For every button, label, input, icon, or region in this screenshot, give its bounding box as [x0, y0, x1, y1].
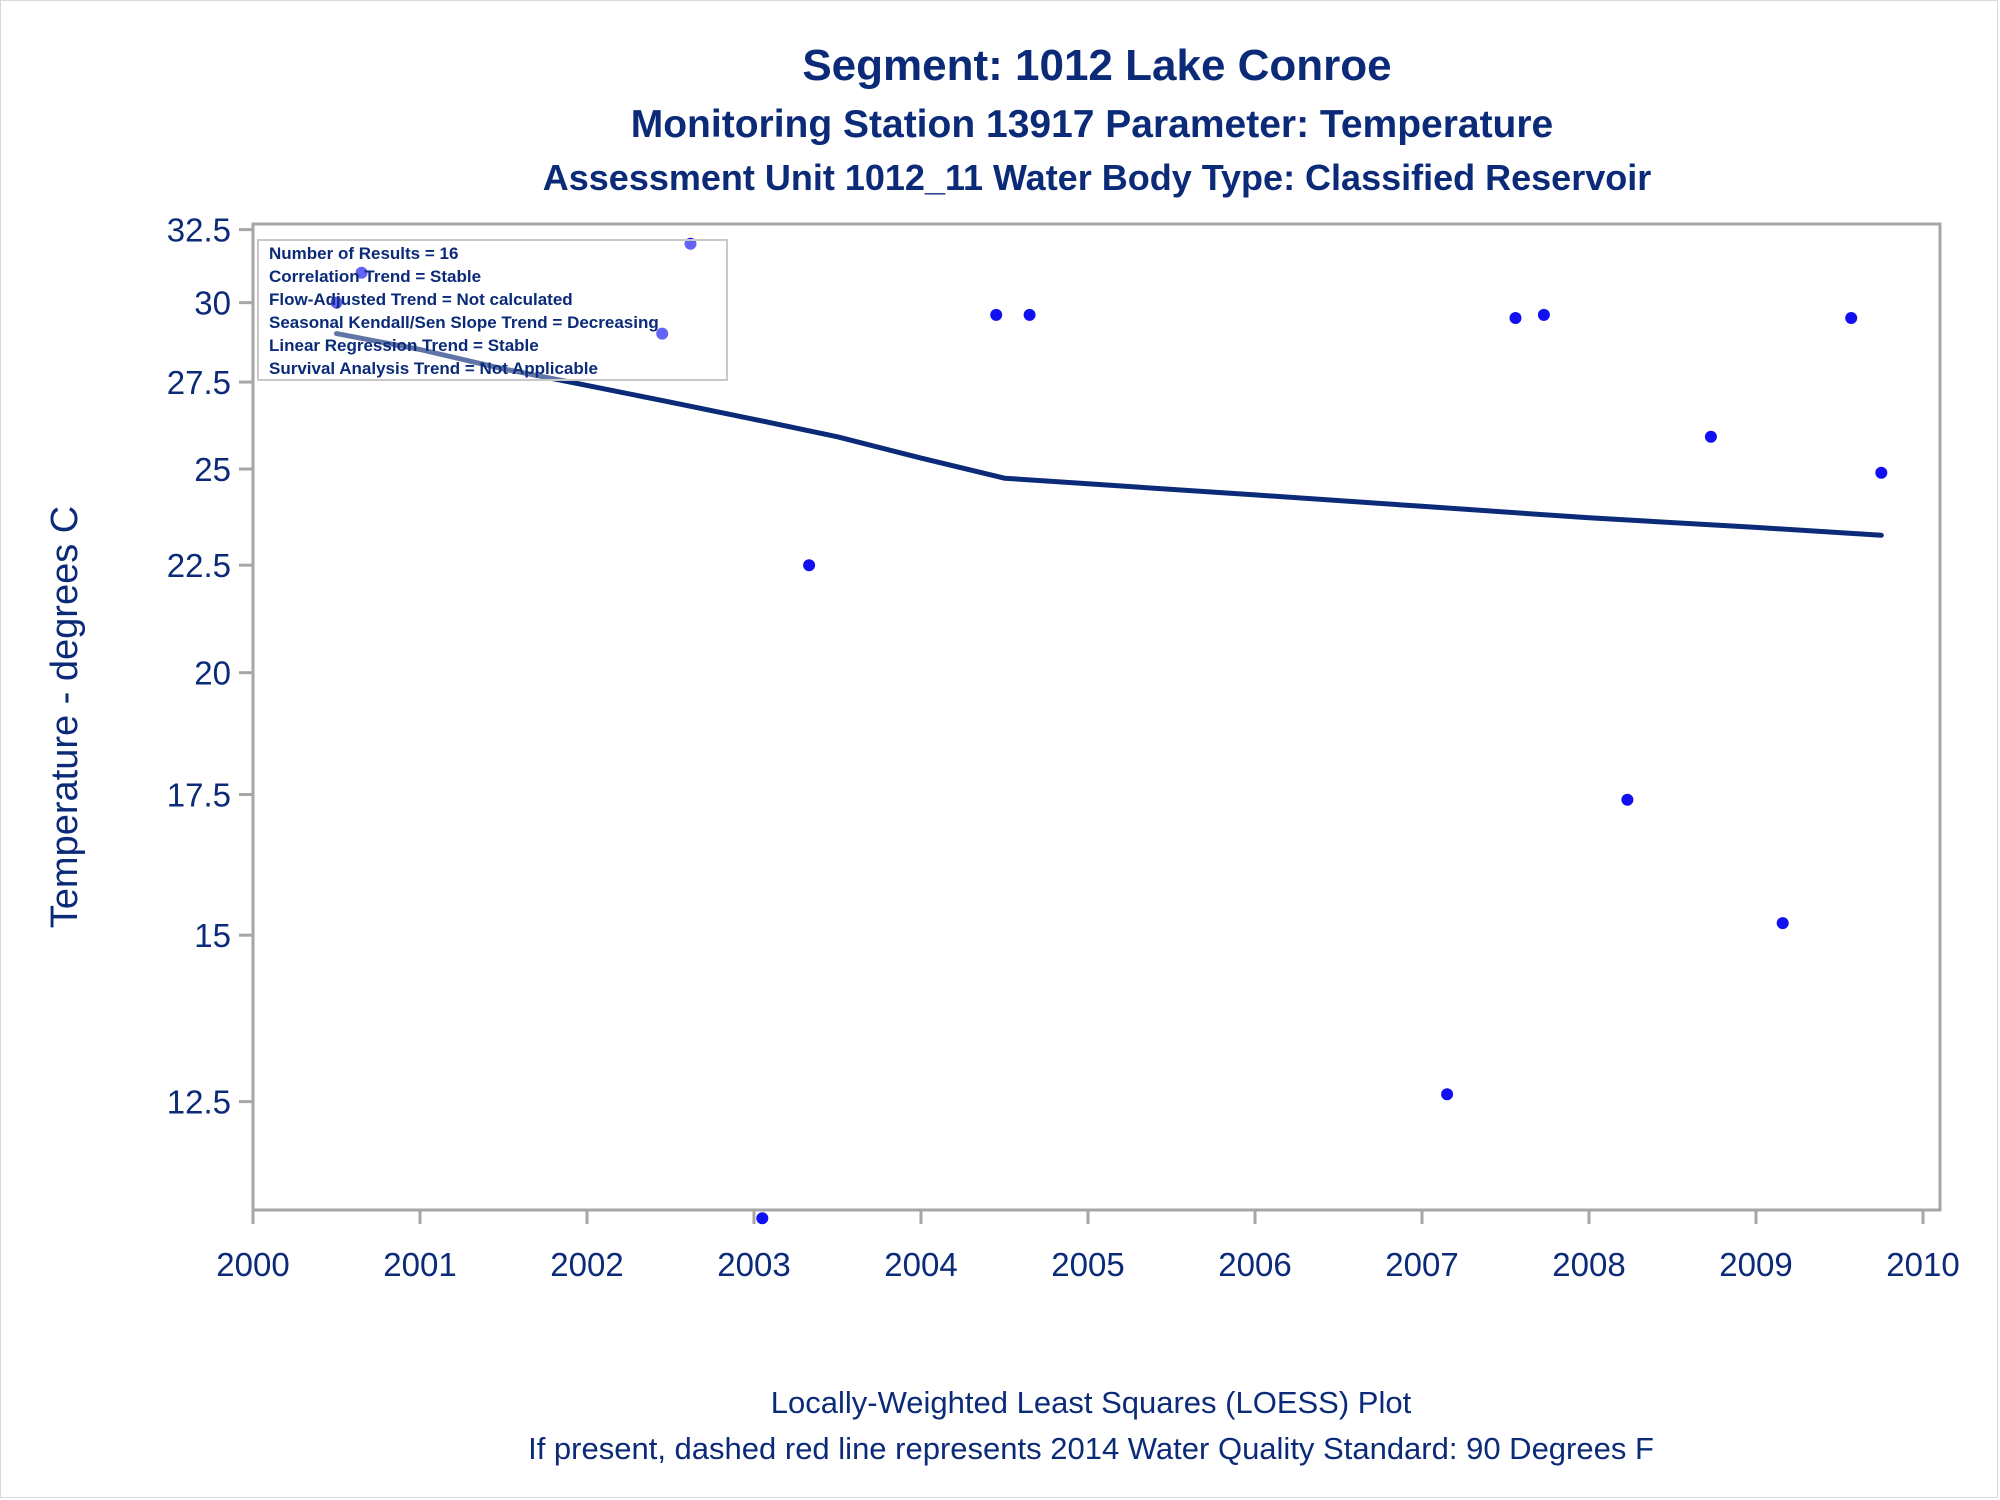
- legend-line-flow-adjusted: Flow-Adjusted Trend = Not calculated: [269, 290, 573, 309]
- y-axis-label: Temperature - degrees C: [44, 506, 86, 928]
- legend-line-seasonal-kendall: Seasonal Kendall/Sen Slope Trend = Decre…: [269, 313, 659, 332]
- data-point: [1704, 430, 1717, 443]
- legend-line-results: Number of Results = 16: [269, 244, 458, 263]
- x-tick-label: 2010: [1886, 1246, 1959, 1283]
- points-layer: [330, 237, 1888, 1225]
- data-point: [1441, 1088, 1454, 1101]
- chart-title: Segment: 1012 Lake Conroe: [802, 41, 1391, 90]
- x-tick-label: 2005: [1051, 1246, 1124, 1283]
- data-point: [1621, 793, 1634, 806]
- data-point: [1509, 312, 1522, 324]
- data-point: [1845, 312, 1858, 324]
- x-tick-label: 2004: [884, 1246, 957, 1283]
- y-tick-label: 22.5: [167, 547, 231, 584]
- y-tick-label: 27.5: [167, 364, 231, 401]
- x-tick-label: 2001: [383, 1246, 456, 1283]
- footnote-loess: Locally-Weighted Least Squares (LOESS) P…: [771, 1385, 1412, 1420]
- x-tick-label: 2003: [717, 1246, 790, 1283]
- x-tick-label: 2009: [1719, 1246, 1792, 1283]
- data-point: [1023, 308, 1036, 321]
- loess-line: [334, 331, 1884, 538]
- y-tick-label: 20: [194, 655, 231, 692]
- y-tick-label: 30: [194, 285, 231, 322]
- y-tick-label: 15: [194, 917, 231, 954]
- footnote-standard: If present, dashed red line represents 2…: [528, 1431, 1654, 1466]
- data-point: [330, 296, 343, 309]
- chart-subtitle: Monitoring Station 13917 Parameter: Temp…: [631, 103, 1554, 146]
- y-tick-label: 32.5: [167, 212, 231, 249]
- data-point: [1537, 308, 1550, 321]
- x-tick-label: 2008: [1552, 1246, 1625, 1283]
- x-tick-label: 2002: [550, 1246, 623, 1283]
- data-point: [1776, 917, 1789, 930]
- legend-line-linear-regression: Linear Regression Trend = Stable: [269, 336, 539, 355]
- legend-line-survival: Survival Analysis Trend = Not Applicable: [269, 359, 598, 378]
- data-point: [355, 266, 368, 279]
- y-tick-label: 25: [194, 451, 231, 488]
- legend-line-correlation: Correlation Trend = Stable: [269, 267, 481, 286]
- plot-area: [251, 222, 1942, 1212]
- x-tick-label: 2006: [1218, 1246, 1291, 1283]
- chart-subtitle-2: Assessment Unit 1012_11 Water Body Type:…: [543, 157, 1651, 198]
- data-point: [656, 327, 669, 340]
- x-axis: 2000 2001 2002 2003 2004 2005 2006 2007 2008 2009…: [216, 1210, 1960, 1283]
- x-tick-label: 2007: [1385, 1246, 1458, 1283]
- x-tick-label: 2000: [216, 1246, 289, 1283]
- legend-box: Number of Results = 16 Correlation Trend…: [257, 239, 728, 381]
- data-point: [756, 1212, 769, 1225]
- loess-layer: [334, 331, 1884, 538]
- y-tick-label: 17.5: [167, 777, 231, 814]
- data-point: [1875, 466, 1888, 479]
- data-point: [803, 559, 816, 572]
- y-tick-label: 12.5: [167, 1084, 231, 1121]
- y-axis: 12.5 15 17.5 20 22.5 25 27.5 30 32.5: [167, 212, 253, 1121]
- data-point: [990, 308, 1003, 321]
- legend-frame: [257, 239, 728, 381]
